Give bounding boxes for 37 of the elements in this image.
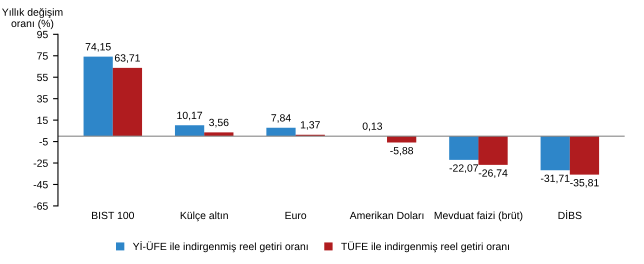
data-label: 63,71 <box>114 54 140 63</box>
data-label: 7,84 <box>271 114 291 123</box>
legend-label: TÜFE ile indirgenmiş reel getiri oranı <box>341 241 509 252</box>
data-label: -31,71 <box>540 174 570 184</box>
x-tick-label: Mevduat faizi (brüt) <box>434 211 522 222</box>
data-label: 0,13 <box>362 122 382 132</box>
y-tick-label: 95 <box>37 30 48 38</box>
legend-label: Yİ-ÜFE ile indirgenmiş reel getiri oranı <box>132 241 308 252</box>
x-tick-label: BIST 100 <box>92 212 134 220</box>
data-label: -35,81 <box>570 179 599 188</box>
bar <box>570 136 600 175</box>
y-axis-title: Yıllık değişim oranı (%) <box>2 8 62 30</box>
data-label: 1,37 <box>300 121 320 130</box>
y-tick-label: -45 <box>34 181 48 188</box>
data-label: 3,56 <box>209 118 229 128</box>
y-tick-label: -65 <box>34 202 48 210</box>
data-label: -5,88 <box>390 146 414 156</box>
data-label: -26,74 <box>478 169 508 178</box>
bar <box>84 56 113 136</box>
bar <box>174 125 204 136</box>
y-tick-label: 75 <box>37 52 48 60</box>
y-tick-label: 15 <box>37 116 48 124</box>
y-tick-label: -5 <box>39 138 48 146</box>
bar <box>449 136 478 160</box>
data-label: -22,07 <box>450 164 478 173</box>
x-tick-label: DİBS <box>558 210 582 220</box>
y-tick-label: 55 <box>37 74 48 82</box>
bar <box>540 136 570 170</box>
data-label: 10,17 <box>177 112 202 120</box>
x-tick-label: Amerikan Doları <box>350 211 424 220</box>
bar <box>112 68 142 136</box>
data-label: 74,15 <box>86 43 111 52</box>
y-tick-label: -25 <box>34 160 48 167</box>
x-tick-label: Euro <box>285 212 306 220</box>
y-tick-label: 35 <box>37 95 48 103</box>
bar <box>478 136 508 165</box>
x-tick-label: Külçe altın <box>180 211 228 222</box>
